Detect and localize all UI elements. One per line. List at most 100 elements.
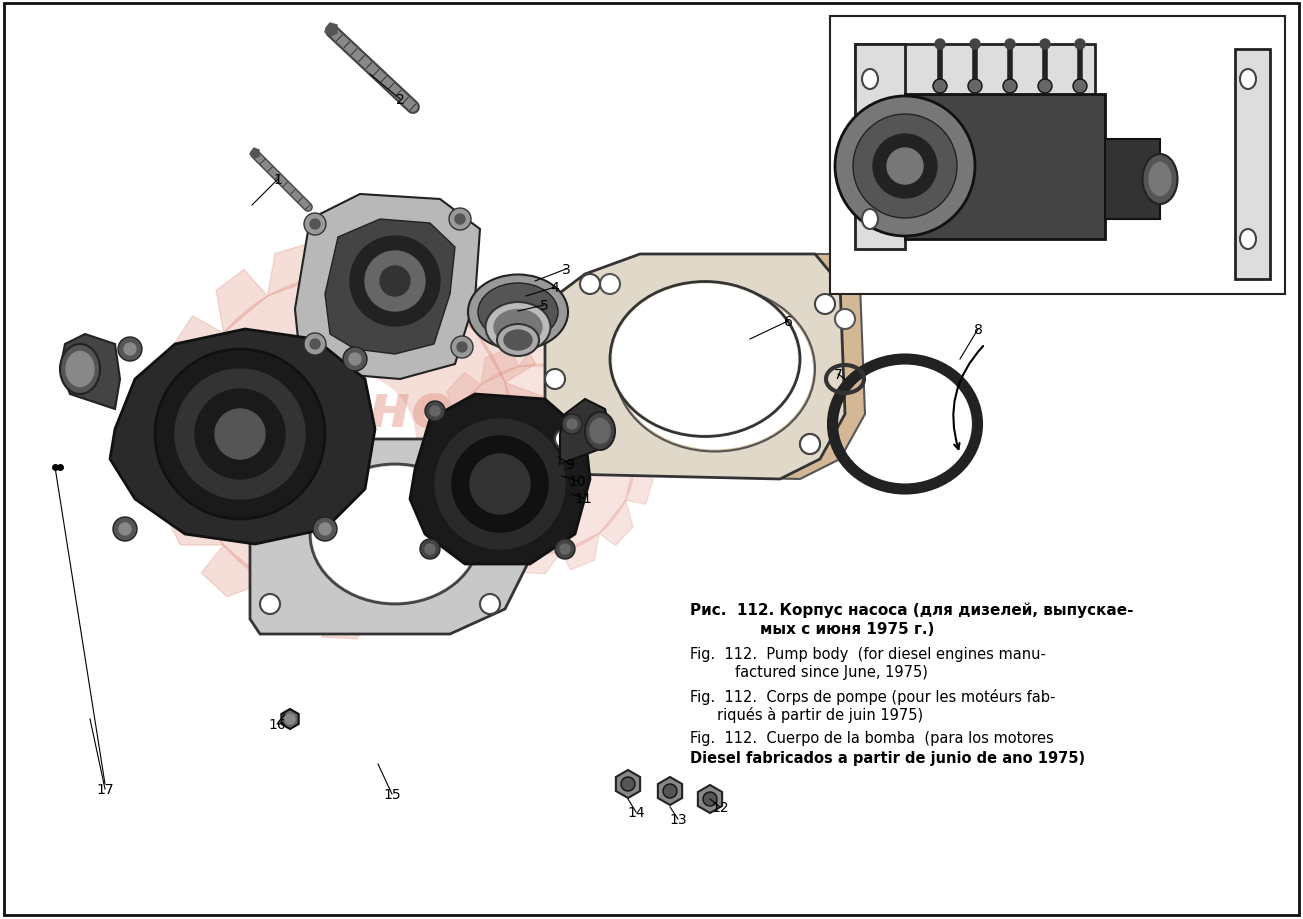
Ellipse shape	[610, 282, 800, 437]
Circle shape	[285, 714, 294, 724]
Ellipse shape	[468, 275, 568, 350]
Ellipse shape	[615, 287, 814, 452]
Text: Рис.  112. Корпус насоса (для дизелей, выпускае-: Рис. 112. Корпус насоса (для дизелей, вы…	[691, 602, 1134, 617]
Ellipse shape	[863, 70, 878, 90]
Circle shape	[343, 347, 367, 371]
Circle shape	[349, 354, 361, 366]
Circle shape	[119, 337, 142, 361]
Polygon shape	[202, 546, 267, 597]
Ellipse shape	[618, 289, 813, 450]
Circle shape	[420, 539, 440, 560]
Ellipse shape	[1240, 230, 1256, 250]
Polygon shape	[481, 349, 519, 385]
Circle shape	[1005, 40, 1015, 50]
Circle shape	[567, 420, 577, 429]
Polygon shape	[164, 496, 224, 546]
Ellipse shape	[1143, 154, 1178, 205]
Polygon shape	[322, 240, 379, 278]
Circle shape	[580, 275, 599, 295]
Circle shape	[933, 80, 947, 94]
Polygon shape	[173, 316, 224, 383]
Circle shape	[310, 220, 321, 230]
Circle shape	[425, 402, 446, 422]
Circle shape	[119, 524, 132, 536]
Circle shape	[800, 435, 820, 455]
Polygon shape	[477, 496, 526, 562]
Circle shape	[800, 435, 820, 455]
Polygon shape	[560, 400, 610, 464]
Circle shape	[155, 349, 324, 519]
Ellipse shape	[66, 352, 94, 387]
FancyBboxPatch shape	[1105, 140, 1160, 220]
Circle shape	[450, 209, 470, 231]
Circle shape	[1040, 40, 1050, 50]
Circle shape	[351, 237, 440, 326]
Ellipse shape	[494, 311, 542, 346]
Polygon shape	[433, 282, 499, 334]
Text: 11: 11	[575, 492, 592, 505]
Polygon shape	[410, 394, 590, 564]
Circle shape	[435, 420, 566, 550]
Text: 7: 7	[834, 368, 842, 381]
Polygon shape	[562, 534, 599, 570]
Text: 6: 6	[783, 314, 792, 329]
Text: мых с июня 1975 г.): мых с июня 1975 г.)	[760, 622, 934, 637]
Circle shape	[1003, 80, 1018, 94]
Ellipse shape	[60, 345, 100, 394]
Polygon shape	[658, 777, 683, 805]
Circle shape	[835, 310, 855, 330]
Circle shape	[663, 784, 678, 798]
Polygon shape	[250, 439, 530, 634]
Circle shape	[1072, 80, 1087, 94]
Circle shape	[814, 295, 835, 314]
Circle shape	[835, 96, 975, 237]
Polygon shape	[216, 270, 267, 334]
Ellipse shape	[486, 302, 550, 353]
Circle shape	[502, 422, 579, 497]
Circle shape	[319, 524, 331, 536]
Circle shape	[560, 544, 569, 554]
Text: factured since June, 1975): factured since June, 1975)	[735, 664, 928, 680]
Polygon shape	[427, 414, 455, 460]
Circle shape	[304, 334, 326, 356]
Polygon shape	[599, 501, 633, 546]
Circle shape	[113, 517, 137, 541]
Polygon shape	[257, 583, 322, 630]
Circle shape	[622, 777, 635, 791]
Circle shape	[175, 369, 305, 499]
Circle shape	[265, 455, 285, 474]
Text: запчасти: запчасти	[220, 440, 480, 489]
Circle shape	[457, 343, 466, 353]
Text: 14: 14	[627, 805, 645, 819]
Polygon shape	[379, 250, 444, 297]
Polygon shape	[324, 24, 337, 37]
Text: riqués à partir de juin 1975): riqués à partir de juin 1975)	[717, 706, 923, 722]
Circle shape	[304, 214, 326, 236]
Circle shape	[545, 369, 566, 390]
Polygon shape	[294, 195, 480, 380]
Ellipse shape	[310, 464, 480, 605]
Circle shape	[704, 792, 717, 806]
Circle shape	[452, 437, 549, 532]
Polygon shape	[562, 354, 607, 385]
Polygon shape	[425, 460, 455, 501]
Polygon shape	[447, 373, 481, 418]
Polygon shape	[433, 546, 483, 609]
Polygon shape	[625, 460, 653, 505]
Text: 2: 2	[396, 93, 404, 107]
Circle shape	[887, 149, 923, 185]
FancyBboxPatch shape	[855, 45, 1095, 100]
Text: 12: 12	[711, 800, 728, 814]
FancyBboxPatch shape	[906, 95, 1105, 240]
Circle shape	[365, 252, 425, 312]
Text: 3: 3	[562, 263, 571, 277]
Text: 15: 15	[383, 788, 401, 801]
Circle shape	[968, 80, 982, 94]
Polygon shape	[60, 335, 120, 410]
Circle shape	[313, 517, 337, 541]
Ellipse shape	[585, 413, 615, 450]
Polygon shape	[519, 345, 562, 367]
Polygon shape	[267, 244, 322, 297]
Circle shape	[261, 595, 280, 614]
FancyBboxPatch shape	[1235, 50, 1270, 279]
